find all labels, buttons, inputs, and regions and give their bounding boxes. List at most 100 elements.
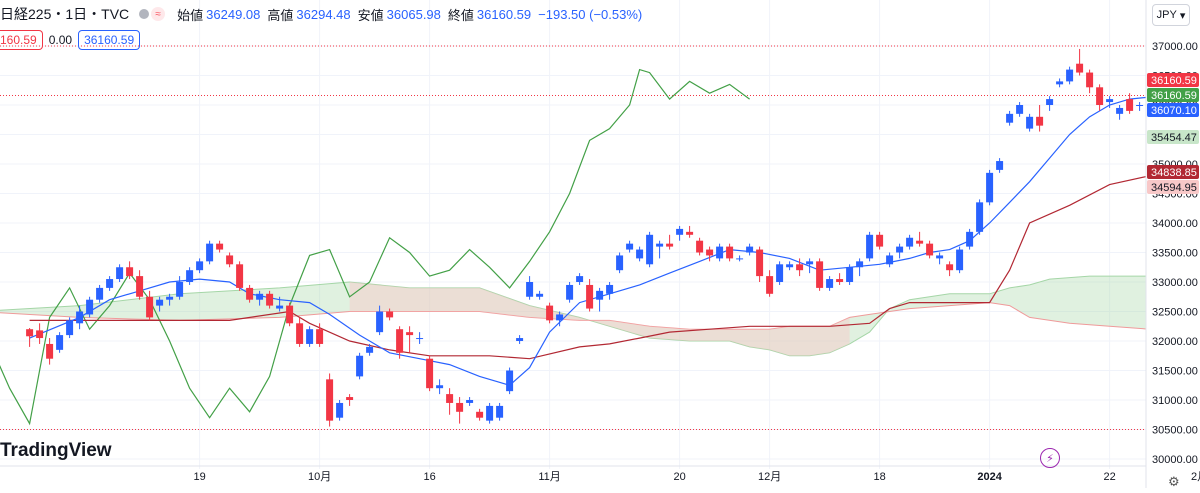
candle-body: [826, 279, 834, 288]
y-tick-label: 34000.00: [1152, 218, 1198, 230]
candle-body: [976, 202, 984, 232]
high-value: 36294.48: [296, 6, 351, 22]
currency-button[interactable]: JPY ▾: [1152, 4, 1190, 26]
high-label: 高値: [267, 7, 294, 23]
close-value: 36160.59: [476, 6, 532, 22]
open-value: 36249.08: [206, 6, 261, 22]
market-status-dot-icon: [139, 9, 150, 19]
candle-body: [526, 282, 534, 297]
candle-body: [786, 264, 794, 268]
senkou-span-b: [0, 302, 1200, 330]
candle-body: [406, 332, 414, 336]
candle-body: [266, 293, 274, 306]
candle-body: [366, 346, 374, 353]
candle-body: [26, 329, 34, 337]
price-tag-label: 34838.85: [1151, 167, 1197, 179]
y-tick-label: 32000.00: [1152, 336, 1198, 348]
candle-body: [1026, 116, 1034, 129]
candle-body: [316, 329, 324, 344]
candle-body: [516, 338, 524, 341]
candle-body: [876, 234, 884, 247]
candle-body: [686, 231, 694, 235]
chikou-span: [0, 68, 750, 426]
candle-body: [416, 338, 424, 340]
candle-body: [856, 261, 864, 268]
candle-body: [1006, 113, 1014, 123]
spread-value: 0.00: [48, 33, 73, 47]
candle-body: [816, 261, 824, 288]
candle-body: [436, 385, 444, 389]
price-tag-label: 36070.10: [1151, 105, 1197, 117]
candle-body: [916, 240, 924, 244]
candle-body: [836, 279, 844, 282]
candle-body: [256, 293, 264, 300]
candle-body: [1096, 87, 1104, 105]
approx-icon: ≈: [151, 7, 166, 21]
low-label: 安値: [357, 7, 384, 23]
candle-body: [326, 379, 334, 421]
candle-body: [946, 264, 954, 271]
candle-body: [336, 402, 344, 418]
candle-body: [726, 246, 734, 259]
candle-body: [36, 330, 44, 339]
y-tick-label: 33500.00: [1152, 248, 1198, 260]
y-tick-label: 33000.00: [1152, 277, 1198, 289]
symbol-title[interactable]: 日経225・1日・TVC: [0, 6, 130, 22]
candle-body: [196, 261, 204, 271]
candle-body: [626, 243, 634, 250]
candle-body: [66, 320, 74, 336]
x-tick-label: 2024: [977, 471, 1002, 483]
candle-body: [1106, 99, 1114, 103]
candle-body: [896, 246, 904, 253]
x-tick-label: 18: [873, 471, 885, 483]
candle-body: [846, 267, 854, 282]
candle-body: [466, 400, 474, 403]
candle-body: [276, 305, 284, 309]
currency-label: JPY: [1156, 9, 1177, 21]
candle-body: [996, 161, 1004, 170]
x-tick-label: 22: [1103, 471, 1115, 483]
candle-body: [666, 243, 674, 247]
candle-body: [906, 237, 914, 247]
ichimoku-cloud-bear: [349, 282, 850, 356]
candle-body: [206, 243, 214, 262]
candle-body: [646, 234, 654, 265]
price-tag: [1147, 130, 1199, 144]
kijun-sen: [29, 172, 1200, 360]
lightning-icon[interactable]: ⚡: [1040, 448, 1060, 468]
candle-body: [346, 397, 354, 400]
candle-body: [536, 293, 544, 297]
candle-body: [46, 343, 54, 359]
x-tick-label: 16: [423, 471, 435, 483]
candle-body: [456, 402, 464, 412]
price-tag-label: 34594.95: [1151, 182, 1197, 194]
candle-body: [1076, 63, 1084, 73]
gear-icon[interactable]: ⚙: [1168, 474, 1180, 489]
y-tick-label: 37000.00: [1152, 41, 1198, 53]
tradingview-logo[interactable]: TradingView: [0, 440, 112, 462]
y-tick-label: 30000.00: [1152, 454, 1198, 466]
y-tick-label: 32500.00: [1152, 307, 1198, 319]
candle-body: [586, 284, 594, 309]
candle-body: [556, 314, 564, 321]
candle-body: [596, 290, 604, 300]
candle-body: [1036, 116, 1044, 126]
candle-body: [696, 240, 704, 253]
sell-button[interactable]: 160.59: [0, 30, 43, 50]
candle-body: [966, 231, 974, 247]
price-tag-label: 35454.47: [1151, 132, 1197, 144]
candle-body: [356, 355, 364, 377]
status-pill[interactable]: ≈: [139, 7, 166, 21]
y-tick-label: 30500.00: [1152, 425, 1198, 437]
candle-body: [1136, 105, 1144, 106]
x-tick-label: 11月: [538, 471, 560, 483]
candle-body: [796, 264, 804, 271]
buy-button[interactable]: 36160.59: [78, 30, 141, 50]
candle-body: [1116, 107, 1124, 114]
candle-body: [486, 405, 494, 421]
candle-body: [756, 249, 764, 277]
candle-body: [116, 267, 124, 280]
change-value: −193.50 (−0.53%): [538, 6, 643, 22]
